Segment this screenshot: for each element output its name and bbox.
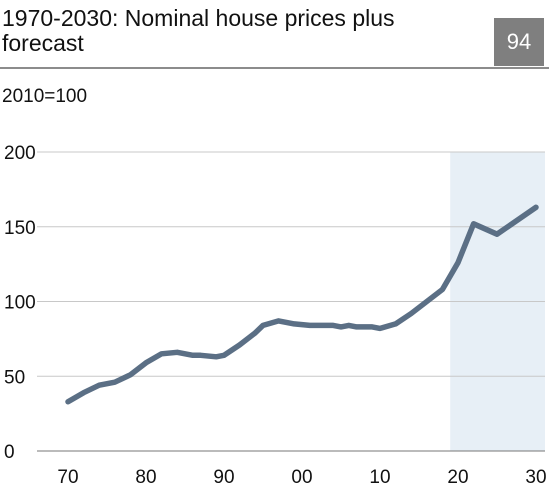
x-tick-label: 20 <box>447 467 468 487</box>
chart-number-badge: 94 <box>494 18 544 66</box>
x-tick-label: 90 <box>213 467 234 487</box>
series-line <box>65 204 539 405</box>
y-tick-label: 150 <box>4 218 36 239</box>
x-tick-label: 10 <box>369 467 390 487</box>
y-tick-label: 50 <box>4 367 25 388</box>
x-tick-label: 80 <box>135 467 156 487</box>
x-tick-label: 00 <box>291 467 312 487</box>
x-tick-label: 30 <box>525 467 546 487</box>
chart-title: 1970-2030: Nominal house prices plus for… <box>2 5 395 56</box>
x-tick-label: 70 <box>57 467 78 487</box>
title-divider <box>0 67 549 69</box>
y-tick-label: 100 <box>4 293 36 314</box>
y-tick-label: 200 <box>4 143 36 164</box>
y-axis-ticks: 0 50 100 150 200 <box>4 143 36 463</box>
unit-label: 2010=100 <box>2 86 88 107</box>
y-tick-label: 0 <box>4 442 15 463</box>
series-layer <box>65 204 539 405</box>
x-axis-ticks: 70 80 90 00 10 20 30 <box>57 467 546 487</box>
